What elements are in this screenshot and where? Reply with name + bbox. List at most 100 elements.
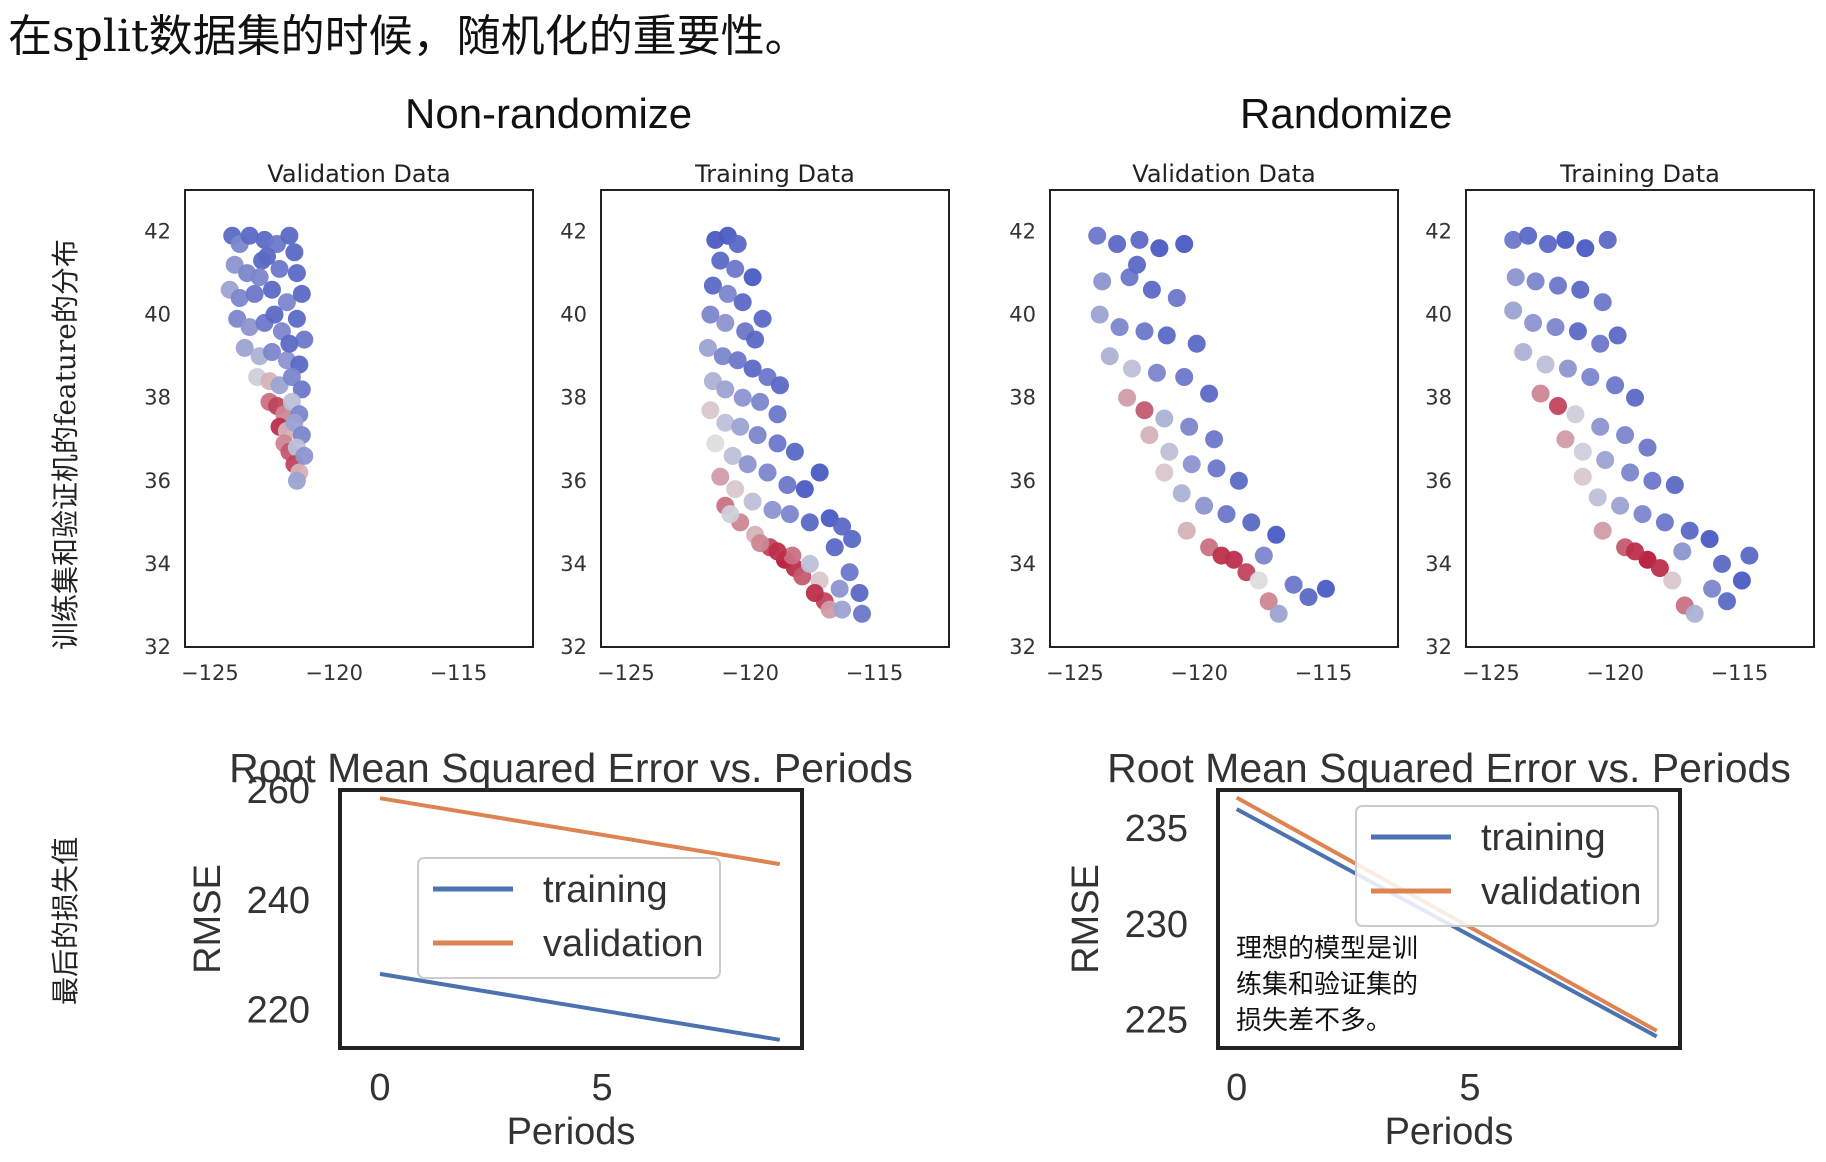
scatter-point — [1128, 255, 1146, 274]
scatter-point — [1621, 463, 1640, 482]
scatter-point — [1130, 230, 1149, 249]
y-tick-label: 220 — [247, 990, 310, 1032]
scatter-point — [1177, 521, 1196, 540]
x-tick-label: −125 — [1046, 661, 1104, 685]
scatter-point — [850, 584, 869, 602]
scatter-point — [1593, 293, 1612, 312]
scatter-point — [1212, 546, 1231, 565]
plot-frame — [1465, 189, 1815, 648]
scatter-panel-randomize-validation: Validation Data −125 −120 −115 32 34 36 38 40 42 — [1009, 160, 1399, 685]
x-tick-label: 0 — [369, 1067, 390, 1109]
scatter-point — [245, 284, 264, 303]
scatter-point — [738, 455, 757, 474]
scatter-point — [263, 343, 281, 361]
scatter-point — [810, 463, 829, 482]
y-tick-label: 38 — [1425, 386, 1452, 410]
scatter-point — [1713, 554, 1731, 573]
x-axis-label: Periods — [1385, 1111, 1514, 1153]
scatter-point — [280, 226, 299, 245]
scatter-point — [728, 351, 747, 370]
scatter-point — [701, 305, 720, 324]
scatter-point — [1593, 521, 1612, 540]
scatter-point — [1573, 442, 1592, 461]
scatter-point — [1643, 471, 1662, 490]
scatter-point — [758, 463, 777, 482]
subplot-title: Training Data — [1559, 160, 1720, 188]
scatter-point — [733, 293, 752, 312]
scatter-point — [840, 563, 859, 582]
group-title-randomize: Randomize — [1240, 90, 1453, 137]
scatter-point — [1588, 488, 1607, 507]
scatter-point — [1531, 384, 1550, 403]
scatter-point — [1157, 326, 1176, 345]
scatter-point — [1665, 476, 1684, 494]
scatter-point — [751, 534, 770, 553]
x-tick-label: −125 — [181, 661, 239, 685]
scatter-point — [1147, 363, 1166, 382]
scatter-point — [1160, 442, 1179, 461]
scatter-point — [1663, 571, 1682, 590]
scatter-point — [1123, 359, 1141, 378]
subplot-title: Validation Data — [1132, 160, 1315, 188]
x-tick-label: −125 — [1462, 661, 1520, 685]
scatter-point — [1207, 459, 1226, 478]
scatter-point — [240, 318, 259, 337]
y-tick-label: 235 — [1125, 808, 1188, 850]
scatter-point — [1299, 588, 1318, 607]
y-tick-label: 240 — [247, 880, 310, 922]
line-panel-non-randomize-rmse: Root Mean Squared Error vs. Periods 0 5 220… — [187, 745, 913, 1153]
scatter-point — [780, 505, 799, 524]
scatter-point — [1591, 417, 1610, 436]
scatter-point — [800, 554, 819, 573]
scatter-point — [743, 359, 762, 378]
scatter-point — [1200, 384, 1219, 403]
scatter-point — [711, 251, 730, 270]
subplot-title: Validation Data — [267, 160, 450, 188]
x-tick-label: −115 — [1711, 661, 1769, 685]
scatter-point — [716, 313, 735, 332]
x-tick-label: 0 — [1226, 1067, 1247, 1109]
y-tick-label: 38 — [560, 386, 587, 410]
scatter-point — [843, 530, 862, 548]
scatter-point — [1626, 388, 1644, 407]
scatter-point — [1556, 430, 1575, 449]
scatter-point — [1680, 521, 1699, 540]
scatter-point — [1556, 230, 1575, 249]
x-tick-label: 5 — [592, 1067, 613, 1109]
scatter-point — [1506, 268, 1525, 287]
scatter-point — [1581, 368, 1600, 386]
y-tick-label: 34 — [144, 552, 171, 576]
scatter-point — [1718, 592, 1736, 611]
scatter-point — [1732, 571, 1751, 590]
scatter-point — [1269, 604, 1288, 623]
y-tick-label: 36 — [1425, 469, 1452, 493]
scatter-point — [1140, 426, 1159, 445]
scatter-point — [716, 413, 735, 432]
scatter-point — [277, 293, 296, 312]
scatter-point — [698, 338, 717, 357]
page-heading: 在split数据集的时候，随机化的重要性。 — [8, 11, 809, 62]
scatter-point — [265, 305, 284, 324]
scatter-point — [1167, 289, 1186, 307]
scatter-point — [292, 380, 311, 399]
scatter-point — [1596, 451, 1615, 469]
scatter-point — [833, 600, 852, 619]
y-tick-label: 42 — [560, 220, 587, 244]
y-tick-label: 40 — [144, 303, 171, 327]
scatter-point — [1546, 318, 1565, 337]
y-tick-label: 34 — [1425, 552, 1452, 576]
scatter-point — [833, 517, 852, 536]
scatter-point — [240, 226, 259, 245]
scatter-point — [1703, 579, 1722, 598]
scatter-point — [1611, 496, 1630, 515]
scatter-panel-randomize-training: Training Data −125 −120 −115 32 34 36 38 40 42 — [1425, 160, 1815, 685]
scatter-point — [1229, 471, 1248, 490]
scatter-point — [820, 600, 839, 619]
scatter-point — [1598, 230, 1617, 249]
scatter-point — [748, 426, 767, 445]
scatter-point — [1685, 604, 1704, 623]
series-line-validation — [379, 796, 781, 867]
x-axis-label: Periods — [507, 1111, 636, 1153]
scatter-point — [1090, 305, 1109, 324]
scatter-point — [1504, 301, 1523, 320]
